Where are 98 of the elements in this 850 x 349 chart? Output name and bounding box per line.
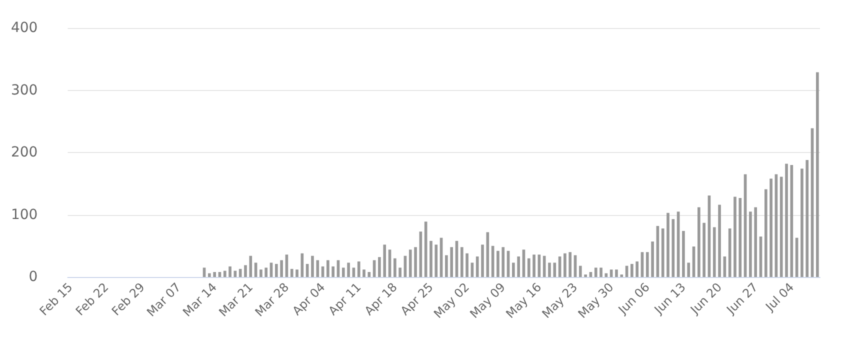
y-tick-label: 100 — [10, 206, 38, 223]
bar — [785, 164, 788, 277]
bar — [244, 265, 247, 277]
bar — [780, 176, 783, 277]
bar — [434, 244, 438, 277]
bar — [666, 212, 670, 277]
bar — [378, 257, 381, 277]
bar — [208, 273, 211, 277]
x-tick-label: Apr 18 — [362, 280, 400, 318]
x-tick-label: Jun 06 — [615, 280, 652, 318]
x-tick-label: Jun 27 — [723, 280, 761, 318]
bar — [414, 247, 417, 277]
bar — [697, 207, 700, 277]
bar — [542, 256, 546, 277]
bar — [712, 227, 716, 277]
bar — [486, 232, 490, 277]
bar — [718, 204, 721, 277]
bar — [249, 256, 252, 277]
bar — [672, 219, 675, 277]
bar — [393, 258, 396, 277]
bar — [738, 198, 742, 277]
bar — [661, 228, 664, 277]
bar — [311, 256, 314, 277]
y-tick-label: 300 — [10, 82, 38, 98]
bar — [734, 196, 736, 277]
bar — [408, 250, 412, 277]
bar — [383, 244, 386, 277]
bar — [254, 262, 258, 277]
bar — [202, 268, 206, 277]
bar — [316, 260, 320, 277]
bar — [332, 266, 334, 277]
bar — [764, 189, 768, 277]
bar — [578, 266, 582, 277]
bar — [290, 268, 294, 277]
bar — [352, 268, 356, 277]
bar — [702, 222, 706, 277]
bar — [754, 207, 758, 277]
bar — [223, 270, 226, 277]
bar — [615, 270, 618, 277]
bar — [806, 160, 809, 277]
bar — [430, 240, 432, 277]
bar — [398, 268, 402, 277]
bar — [532, 254, 536, 277]
bar — [470, 262, 474, 277]
x-tick-label: Feb 15 — [36, 280, 76, 318]
bar — [300, 253, 304, 277]
bar — [228, 266, 232, 277]
bar — [636, 261, 638, 277]
bar — [296, 270, 298, 277]
bar — [238, 268, 242, 277]
y-tick-label: 200 — [10, 144, 38, 160]
bar — [347, 262, 350, 277]
bar — [362, 270, 366, 277]
bar — [274, 264, 278, 277]
bar — [466, 253, 468, 277]
bar — [445, 255, 448, 277]
bar — [800, 168, 804, 277]
bar — [749, 212, 752, 277]
bar — [816, 72, 819, 277]
bar — [651, 242, 654, 277]
x-tick-label: Jul 04 — [762, 280, 797, 314]
bar — [553, 262, 556, 277]
bar — [326, 260, 330, 277]
bar — [790, 164, 794, 277]
x-tick-label: Feb 22 — [72, 280, 112, 318]
bar — [450, 247, 454, 277]
bar — [460, 247, 464, 277]
bar — [357, 261, 360, 277]
bar — [517, 256, 520, 277]
bar — [342, 268, 345, 277]
x-tick-label: Jun 13 — [651, 280, 688, 318]
x-tick-label: Apr 11 — [326, 280, 364, 318]
bar — [270, 262, 273, 277]
bar — [260, 270, 262, 277]
bar — [476, 256, 479, 277]
bar — [264, 268, 268, 277]
y-tick-label: 0 — [28, 269, 38, 285]
bar — [481, 244, 484, 277]
bar — [600, 268, 602, 277]
y-tick-label: 400 — [10, 20, 38, 36]
bar — [280, 260, 283, 277]
bar — [630, 264, 634, 277]
bar — [496, 250, 500, 277]
bar — [646, 252, 649, 277]
x-tick-label: Apr 04 — [290, 280, 328, 318]
bar — [687, 262, 690, 277]
bar — [368, 272, 371, 277]
bar — [594, 268, 598, 277]
bar — [564, 253, 566, 277]
bar — [527, 258, 530, 277]
bar — [682, 230, 685, 277]
bar — [770, 178, 772, 277]
bar — [568, 252, 572, 277]
bar — [548, 262, 551, 277]
x-tick-label: Jun 20 — [687, 280, 724, 318]
bar — [213, 272, 216, 277]
bar — [502, 247, 505, 277]
bar — [512, 262, 515, 277]
